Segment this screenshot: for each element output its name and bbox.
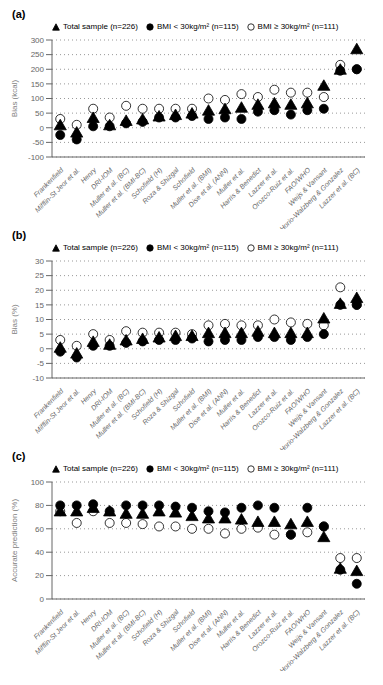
svg-text:-50: -50 <box>32 138 44 147</box>
svg-text:Weijs & Vansant: Weijs & Vansant <box>287 608 328 650</box>
svg-text:Muller et al. (BMI): Muller et al. (BMI) <box>168 387 213 432</box>
svg-text:100: 100 <box>31 94 45 103</box>
svg-text:Lazzer et al.: Lazzer et al. <box>246 387 279 420</box>
svg-text:250: 250 <box>31 50 45 59</box>
svg-text:Dise et al. (ANN): Dise et al. (ANN) <box>187 608 230 651</box>
svg-text:20: 20 <box>35 571 44 580</box>
svg-text:Roza & Shizgal: Roza & Shizgal <box>141 166 180 206</box>
svg-text:Harris & Benedict: Harris & Benedict <box>218 387 263 431</box>
svg-text:Frankenfield: Frankenfield <box>32 166 65 199</box>
svg-text:Orozco-Ruiz et al.: Orozco-Ruiz et al. <box>250 166 296 211</box>
svg-text:-5: -5 <box>37 359 45 368</box>
svg-text:Harris & Benedict: Harris & Benedict <box>218 166 263 210</box>
svg-text:Lazzer et al. (BC): Lazzer et al. (BC) <box>318 166 362 210</box>
svg-text:Horio-Walzberg & Gonzalez: Horio-Walzberg & Gonzalez <box>278 608 345 671</box>
svg-text:Horio-Walzberg & Gonzalez: Horio-Walzberg & Gonzalez <box>278 387 345 450</box>
svg-text:DRI-IOM: DRI-IOM <box>89 387 114 412</box>
svg-text:Orozco-Ruiz et al.: Orozco-Ruiz et al. <box>250 608 296 653</box>
html-text:Total sample (n=226): Total sample (n=226) <box>63 22 138 31</box>
svg-text:50: 50 <box>35 109 44 118</box>
html-text:BMI < 30kg/m² (n=115): BMI < 30kg/m² (n=115) <box>156 243 239 252</box>
svg-text:Lazzer et al.: Lazzer et al. <box>246 608 279 641</box>
svg-text:15: 15 <box>35 301 44 310</box>
svg-text:Muller et al.: Muller et al. <box>215 608 246 639</box>
svg-text:30: 30 <box>35 257 44 266</box>
html-text:BMI ≥ 30kg/m² (n=111): BMI ≥ 30kg/m² (n=111) <box>257 243 339 252</box>
svg-text:Muller et al. (BC): Muller et al. (BC) <box>88 166 131 209</box>
svg-text:Schofield: Schofield <box>170 608 197 634</box>
svg-text:Weijs & Vansant: Weijs & Vansant <box>287 387 328 429</box>
svg-text:0: 0 <box>40 124 45 133</box>
svg-text:Roza & Shizgal: Roza & Shizgal <box>141 387 180 427</box>
svg-text:100: 100 <box>31 478 45 487</box>
svg-text:FAO/WHO: FAO/WHO <box>283 166 312 195</box>
svg-text:Mifflin-St Jeor et al.: Mifflin-St Jeor et al. <box>34 387 81 434</box>
svg-text:5: 5 <box>40 330 45 339</box>
svg-text:Schofield: Schofield <box>170 166 197 192</box>
svg-text:-10: -10 <box>32 374 44 383</box>
svg-text:Muller et al. (BMI-BC): Muller et al. (BMI-BC) <box>94 608 147 661</box>
svg-text:Weijs & Vansant: Weijs & Vansant <box>287 166 328 208</box>
svg-text:Frankenfield: Frankenfield <box>32 608 65 641</box>
svg-text:Accurate prediction (%): Accurate prediction (%) <box>10 499 19 582</box>
html-text:Total sample (n=226): Total sample (n=226) <box>63 464 138 473</box>
svg-text:Muller et al.: Muller et al. <box>215 387 246 418</box>
svg-text:60: 60 <box>35 525 44 534</box>
svg-text:Roza & Shizgal: Roza & Shizgal <box>141 608 180 648</box>
svg-text:Muller et al. (BMI): Muller et al. (BMI) <box>168 608 213 653</box>
svg-text:0: 0 <box>40 345 45 354</box>
html-text:BMI ≥ 30kg/m² (n=111): BMI ≥ 30kg/m² (n=111) <box>257 22 339 31</box>
svg-text:Muller et al. (BC): Muller et al. (BC) <box>88 608 131 651</box>
html-text:BMI ≥ 30kg/m² (n=111): BMI ≥ 30kg/m² (n=111) <box>257 464 339 473</box>
html-text:Total sample (n=226): Total sample (n=226) <box>63 243 138 252</box>
svg-text:200: 200 <box>31 65 45 74</box>
svg-text:10: 10 <box>35 315 44 324</box>
svg-text:Frankenfield: Frankenfield <box>32 387 65 420</box>
svg-text:Bias (%): Bias (%) <box>10 304 19 335</box>
svg-text:FAO/WHO: FAO/WHO <box>283 608 312 637</box>
html-text:(b): (b) <box>12 229 26 241</box>
svg-text:Mifflin-St Jeor et al.: Mifflin-St Jeor et al. <box>34 166 81 213</box>
svg-text:Muller et al. (BMI-BC): Muller et al. (BMI-BC) <box>94 166 147 219</box>
svg-text:300: 300 <box>31 36 45 45</box>
svg-text:Lazzer et al. (BC): Lazzer et al. (BC) <box>318 387 362 431</box>
svg-text:FAO/WHO: FAO/WHO <box>283 387 312 416</box>
svg-text:40: 40 <box>35 548 44 557</box>
svg-text:Lazzer et al. (BC): Lazzer et al. (BC) <box>318 608 362 652</box>
svg-text:Dise et al. (ANN): Dise et al. (ANN) <box>187 166 230 209</box>
svg-text:DRI-IOM: DRI-IOM <box>89 608 114 633</box>
svg-text:Muller et al.: Muller et al. <box>215 166 246 197</box>
svg-text:Muller et al. (BMI): Muller et al. (BMI) <box>168 166 213 211</box>
svg-text:Bias (kcal): Bias (kcal) <box>10 79 19 117</box>
svg-text:Muller et al. (BMI-BC): Muller et al. (BMI-BC) <box>94 387 147 440</box>
svg-text:Harris & Benedict: Harris & Benedict <box>218 608 263 652</box>
svg-text:Muller et al. (BC): Muller et al. (BC) <box>88 387 131 430</box>
svg-text:Schofield: Schofield <box>170 387 197 413</box>
svg-text:20: 20 <box>35 286 44 295</box>
svg-text:80: 80 <box>35 501 44 510</box>
svg-text:Schofield (H): Schofield (H) <box>129 166 164 200</box>
svg-text:Henry: Henry <box>79 166 98 185</box>
svg-text:25: 25 <box>35 271 44 280</box>
svg-text:Horio-Walzberg & Gonzalez: Horio-Walzberg & Gonzalez <box>278 166 345 229</box>
html-text:(c): (c) <box>12 450 26 462</box>
svg-text:150: 150 <box>31 80 45 89</box>
svg-text:Schofield (H): Schofield (H) <box>129 608 164 642</box>
svg-text:Henry: Henry <box>79 387 98 406</box>
svg-text:Lazzer et al.: Lazzer et al. <box>246 166 279 199</box>
html-text:BMI < 30kg/m² (n=115): BMI < 30kg/m² (n=115) <box>156 22 239 31</box>
svg-text:Dise et al. (ANN): Dise et al. (ANN) <box>187 387 230 430</box>
html-text:(a): (a) <box>12 8 26 20</box>
svg-text:Mifflin-St Jeor et al.: Mifflin-St Jeor et al. <box>34 608 81 655</box>
svg-text:0: 0 <box>40 595 45 604</box>
svg-text:Orozco-Ruiz et al.: Orozco-Ruiz et al. <box>250 387 296 432</box>
svg-text:Henry: Henry <box>79 608 98 627</box>
svg-text:Schofield (H): Schofield (H) <box>129 387 164 421</box>
svg-text:DRI-IOM: DRI-IOM <box>89 166 114 191</box>
html-text:BMI < 30kg/m² (n=115): BMI < 30kg/m² (n=115) <box>156 464 239 473</box>
svg-text:-100: -100 <box>28 153 45 162</box>
